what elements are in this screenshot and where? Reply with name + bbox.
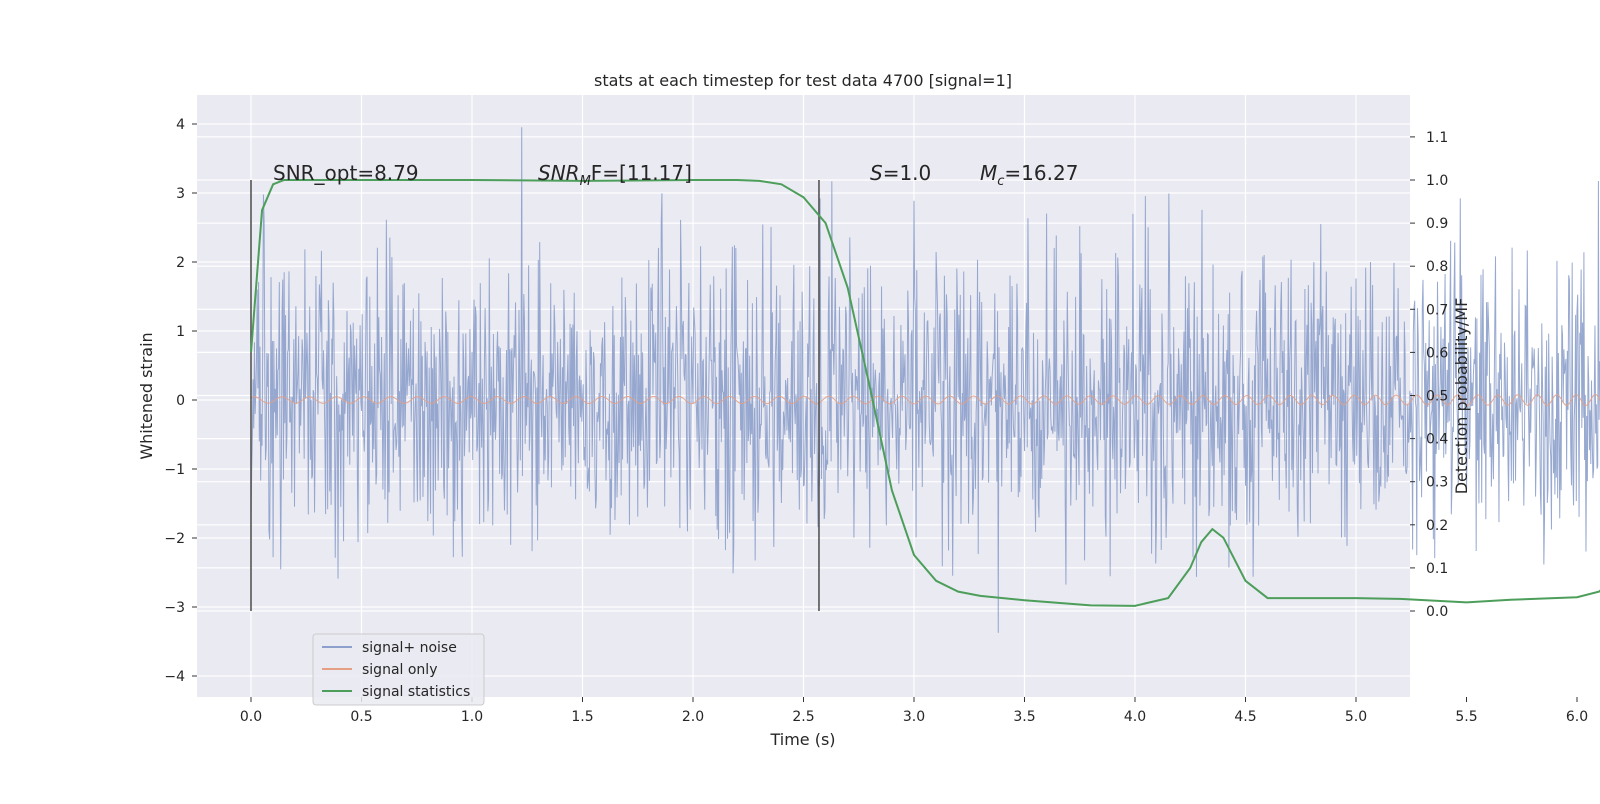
- annotation-text: SNR_opt=8.79: [273, 161, 419, 185]
- y-axis-right-label: Detection probability/MF: [1452, 298, 1471, 495]
- y-left-tick-label: 3: [176, 186, 185, 202]
- y-right-tick-label: 0.9: [1426, 216, 1448, 232]
- y-left-tick-label: 2: [176, 255, 185, 271]
- y-axis-left-label: Whitened strain: [137, 332, 156, 459]
- y-right-tick-label: 1.0: [1426, 173, 1448, 189]
- y-right-tick-label: 0.8: [1426, 259, 1448, 275]
- vertical-markers: [250, 180, 820, 611]
- y-right-tick-label: 0.3: [1426, 475, 1448, 491]
- signal-statistics-series: [250, 179, 1600, 607]
- y-left-tick-label: 0: [176, 393, 185, 409]
- noise-trace: [250, 127, 1600, 633]
- y-left-tick-label: −4: [164, 669, 185, 685]
- legend-label-noise: signal+ noise: [362, 640, 457, 656]
- signal-noise-series: [250, 127, 1600, 633]
- axis-ticks: 0.00.51.01.52.02.53.03.54.04.55.05.56.06…: [164, 117, 1588, 725]
- annotations: SNR_opt=8.79 SNRMF=[11.17] S=1.0 Mc=16.27: [273, 161, 1078, 189]
- signal-only-trace: [250, 394, 1600, 406]
- annotation-text: S=1.0: [870, 161, 931, 185]
- annotation-italic: SNR: [538, 161, 580, 185]
- chart-title: stats at each timestep for test data 470…: [594, 71, 1012, 90]
- annotation-suffix: =1.0: [883, 161, 932, 185]
- annotation-text: SNRMF=[11.17]: [538, 161, 692, 189]
- y-right-tick-label: 0.6: [1426, 345, 1448, 361]
- annotation-suffix: F=[11.17]: [591, 161, 692, 185]
- y-right-tick-label: 0.1: [1426, 561, 1448, 577]
- annotation-italic: M: [980, 161, 997, 185]
- x-tick-label: 2.0: [682, 709, 704, 725]
- legend-box: [312, 633, 485, 706]
- legend-label-signal: signal only: [362, 662, 437, 678]
- annotation-prefix: SNR_opt=8.79: [273, 161, 419, 185]
- x-tick-label: 0.5: [350, 709, 372, 725]
- y-left-tick-label: −2: [164, 531, 185, 547]
- y-left-tick-label: −1: [164, 462, 185, 478]
- x-tick-label: 6.0: [1566, 709, 1588, 725]
- x-axis-label: Time (s): [769, 730, 835, 749]
- x-tick-label: 4.5: [1234, 709, 1256, 725]
- y-right-tick-label: 1.1: [1426, 130, 1448, 146]
- annotation-italic: S: [870, 161, 883, 185]
- x-tick-label: 1.0: [461, 709, 483, 725]
- x-tick-label: 5.5: [1455, 709, 1477, 725]
- x-tick-label: 1.5: [571, 709, 593, 725]
- x-tick-label: 2.5: [792, 709, 814, 725]
- signal-only-series: [250, 394, 1600, 406]
- y-left-tick-label: −3: [164, 600, 185, 616]
- x-tick-label: 0.0: [240, 709, 262, 725]
- y-right-tick-label: 0.5: [1426, 389, 1448, 405]
- y-right-tick-label: 0.7: [1426, 302, 1448, 318]
- y-right-tick-label: 0.4: [1426, 432, 1448, 448]
- y-right-tick-label: 0.0: [1426, 604, 1448, 620]
- x-tick-label: 3.5: [1013, 709, 1035, 725]
- x-tick-label: 5.0: [1345, 709, 1367, 725]
- signal-statistics-line: [250, 179, 1600, 607]
- annotation-subscript: c: [997, 174, 1004, 189]
- legend-label-stats: signal statistics: [362, 684, 470, 700]
- x-tick-label: 4.0: [1124, 709, 1146, 725]
- annotation-suffix: =16.27: [1004, 161, 1078, 185]
- y-left-tick-label: 4: [176, 117, 185, 133]
- annotation-text: Mc=16.27: [980, 161, 1078, 189]
- annotation-subscript: M: [580, 174, 591, 189]
- x-tick-label: 3.0: [903, 709, 925, 725]
- y-left-tick-label: 1: [176, 324, 185, 340]
- legend: signal+ noise signal only signal statist…: [312, 633, 485, 706]
- y-right-tick-label: 0.2: [1426, 518, 1448, 534]
